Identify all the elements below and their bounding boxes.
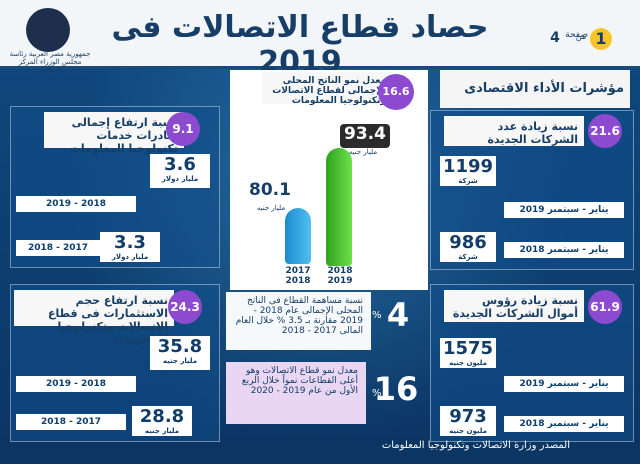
- bar-unit-2019: مليار جنيه: [348, 148, 378, 156]
- logo-emblem-icon: [26, 8, 70, 52]
- contribution-number: 4: [386, 296, 410, 334]
- investments-v1: 35.8: [157, 336, 203, 357]
- investments-u1: مليار جنيه: [162, 357, 198, 365]
- bar-year-2018: 2017 2018: [285, 266, 311, 286]
- page-current: 1: [590, 28, 612, 50]
- investments-u2: مليار جنيه: [144, 427, 180, 435]
- exports-u2: مليار دولار: [111, 253, 149, 261]
- bar-year-2019: 2018 2019: [327, 266, 353, 286]
- investments-v2: 28.8: [139, 406, 185, 427]
- investments-value-2018: 28.8 مليار جنيه: [132, 406, 192, 436]
- capital-label: نسبة زيادة رؤوس أموال الشركات الجديدة: [444, 290, 584, 322]
- source-text: المصدر وزارة الاتصالات وتكنولوجيا المعلو…: [381, 440, 570, 451]
- capital-pct: 61.9: [588, 290, 622, 324]
- companies-pct: 21.6: [588, 114, 622, 148]
- companies-year-2018: يناير - سبتمبر 2018: [504, 242, 624, 258]
- exports-value-2019: 3.6 مليار دولار: [150, 154, 210, 188]
- investments-year-2018: 2018 - 2017: [16, 414, 126, 430]
- companies-value-2018: 986 شركة: [440, 232, 496, 262]
- companies-v2: 986: [449, 232, 487, 253]
- companies-u1: شركة: [458, 177, 478, 185]
- investments-pct: 24.3: [168, 290, 202, 324]
- exports-year-2018: 2018 - 2017: [16, 240, 100, 256]
- growth-text: معدل نمو قطاع الاتصالات وهو أعلى القطاعا…: [226, 362, 366, 424]
- companies-year-2019: يناير - سبتمبر 2019: [504, 202, 624, 218]
- capital-u1: مليون جنيه: [449, 359, 487, 367]
- investments-year-2019: 2019 - 2018: [16, 376, 136, 392]
- page-of: من: [575, 32, 587, 41]
- capital-u2: مليون جنيه: [449, 427, 487, 435]
- companies-u2: شركة: [458, 253, 478, 261]
- growth-number: 16: [373, 370, 419, 408]
- gdp-label: معدل نمو الناتج المحلى الإجمالى لقطاع ال…: [262, 72, 392, 106]
- capital-year-2018: يناير - سبتمبر 2018: [504, 416, 624, 432]
- exports-pct: 9.1: [166, 112, 200, 146]
- bar-2018: [285, 208, 311, 264]
- bar-unit-2018: مليار جنيه: [256, 204, 286, 212]
- capital-v1: 1575: [442, 338, 494, 359]
- capital-value-2018: 973 مليون جنيه: [440, 406, 496, 436]
- exports-label: نسبة ارتفاع إجمالى صادرات خدمات تكنولوجي…: [44, 112, 184, 155]
- growth-percent: %: [372, 388, 382, 399]
- bar-value-2019: 93.4: [340, 124, 390, 148]
- page-total: 4: [550, 30, 560, 46]
- page-label: صفحة: [565, 30, 588, 40]
- exports-value-2018: 3.3 مليار دولار: [100, 232, 160, 262]
- gdp-pct: 16.6: [378, 74, 414, 110]
- logo-text: جمهورية مصر العربية رئاسة مجلس الوزراء ا…: [9, 50, 91, 74]
- section-title: مؤشرات الأداء الاقتصادى: [440, 70, 630, 108]
- bar-value-2018: 80.1: [248, 180, 292, 204]
- investments-label: نسبة ارتفاع حجم الاستثمارات فى قطاع الات…: [14, 290, 174, 346]
- capital-value-2019: 1575 مليون جنيه: [440, 338, 496, 368]
- contribution-percent: %: [372, 310, 382, 321]
- header-bar: [0, 0, 640, 69]
- capital-v2: 973: [449, 406, 487, 427]
- exports-v2: 3.3: [114, 232, 146, 253]
- bar-2019: [326, 148, 352, 266]
- exports-u1: مليار دولار: [161, 175, 199, 183]
- companies-value-2019: 1199 شركة: [440, 156, 496, 186]
- investments-value-2019: 35.8 مليار جنيه: [150, 336, 210, 370]
- exports-v1: 3.6: [164, 154, 196, 175]
- companies-v1: 1199: [442, 156, 494, 177]
- exports-year-2019: 2019 - 2018: [16, 196, 136, 212]
- capital-year-2019: يناير - سبتمبر 2019: [504, 376, 624, 392]
- companies-label: نسبة زيادة عدد الشركات الجديدة: [444, 116, 584, 146]
- contribution-text: نسبة مساهمة القطاع فى الناتج المحلى الإج…: [226, 292, 371, 350]
